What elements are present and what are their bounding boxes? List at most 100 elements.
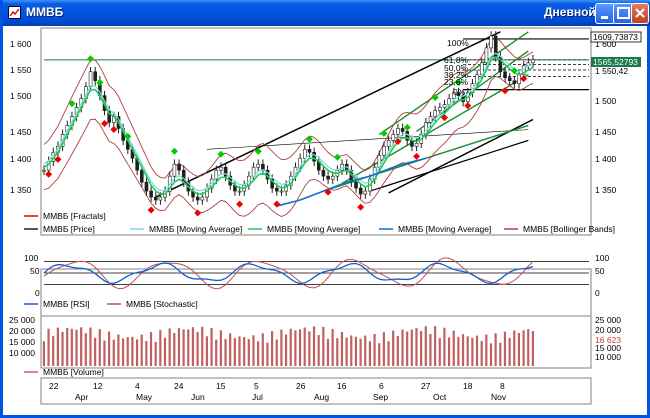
volume-bar	[173, 333, 176, 366]
fractal-marker	[54, 155, 62, 163]
volume-tick: 25 000	[9, 315, 35, 325]
volume-bar	[182, 329, 185, 366]
fractal-marker	[170, 147, 178, 155]
volume-bar	[84, 333, 87, 366]
price-candle	[219, 166, 223, 171]
osc-tick: 100	[24, 253, 38, 263]
month-tick: Aug	[314, 392, 329, 402]
fractal-marker	[403, 123, 411, 131]
volume-bar	[317, 334, 320, 366]
volume-bar	[177, 328, 181, 366]
fractal-marker	[413, 152, 421, 160]
volume-bar	[163, 337, 167, 366]
day-tick: 8	[500, 381, 505, 391]
day-tick: 12	[93, 381, 103, 391]
volume-bar	[108, 331, 111, 366]
price-legend: ММВБ [Fractals] ММВБ [Price] ММВБ [Movin…	[24, 211, 615, 234]
volume-bar	[145, 340, 148, 366]
fractal-marker	[431, 94, 439, 102]
volume-bar	[382, 332, 385, 366]
x-axis-months: Apr May Jun Jul Aug Sep Oct Nov	[75, 392, 507, 402]
osc-tick: 0	[35, 288, 40, 298]
osc-legend: ММВБ [RSI] ММВБ [Stochastic]	[24, 299, 198, 309]
fractal-marker	[273, 200, 281, 208]
price-candle	[386, 140, 391, 147]
volume-bar	[452, 330, 455, 366]
top-value-label: 1609,73873	[593, 32, 638, 42]
volume-bar	[499, 342, 502, 366]
price-candle	[275, 187, 279, 192]
volume-bar	[457, 336, 460, 366]
volume-bar	[387, 341, 390, 366]
fractal-marker	[254, 147, 262, 155]
osc-tick: 50	[30, 266, 40, 276]
legend-label: ММВБ [RSI]	[43, 299, 90, 309]
price-candle	[312, 152, 316, 162]
time-axis[interactable]	[40, 377, 592, 405]
volume-tick: 15 000	[9, 337, 35, 347]
price-candle	[177, 163, 181, 171]
fractal-marker	[217, 150, 225, 158]
price-candle	[531, 59, 535, 64]
volume-bar	[429, 333, 432, 366]
oscillator-panel[interactable]	[40, 268, 592, 321]
day-tick: 16	[337, 381, 347, 391]
volume-bar	[98, 329, 101, 366]
fractal-marker	[520, 75, 528, 83]
volume-bar	[443, 327, 446, 366]
volume-right-tick: 25 000	[595, 315, 621, 325]
price-candle	[442, 104, 447, 108]
trend-line	[341, 74, 529, 184]
volume-bar	[424, 326, 427, 366]
osc-right-tick: 0	[595, 288, 600, 298]
volume-current-value: 16 623	[595, 335, 621, 345]
price-candle	[330, 175, 335, 180]
top-value-flag	[590, 31, 642, 43]
price-candle	[456, 92, 461, 96]
volume-bar	[56, 327, 59, 366]
volume-bar	[210, 327, 213, 366]
chart-area[interactable]: 1 600 1 550 1 500 1 450 1 400 1 350 1 60…	[3, 26, 647, 418]
volume-bar	[275, 339, 278, 366]
price-candle	[358, 187, 363, 195]
title-bar[interactable]: ММВБ Дневной	[3, 0, 650, 26]
volume-bar	[280, 329, 283, 366]
close-button[interactable]	[631, 3, 649, 24]
volume-bar	[438, 338, 441, 366]
price-candle	[172, 163, 177, 177]
volume-bar	[308, 331, 311, 366]
price-candle	[484, 47, 489, 64]
price-candle	[321, 169, 326, 177]
price-candle	[279, 190, 284, 193]
price-candle	[382, 146, 386, 156]
view-mode-label[interactable]: Дневной	[544, 5, 596, 19]
month-tick: May	[136, 392, 153, 402]
osc-right-tick: 100	[595, 253, 609, 263]
price-candle	[144, 181, 149, 192]
price-right-tick: 1 600	[595, 39, 617, 49]
month-tick: Nov	[491, 392, 507, 402]
volume-bar	[284, 334, 288, 366]
price-candle	[363, 190, 368, 195]
day-tick: 15	[216, 381, 226, 391]
price-candle	[153, 196, 158, 201]
price-candle	[452, 92, 456, 99]
fractal-marker	[324, 188, 332, 196]
volume-bar	[494, 333, 497, 366]
price-candle	[391, 134, 396, 141]
price-candle	[489, 35, 493, 49]
volume-bar	[140, 334, 143, 366]
price-candle	[438, 107, 442, 111]
volume-bar	[117, 334, 120, 366]
volume-bar	[224, 338, 227, 366]
fib-label: 23,6%	[444, 77, 469, 87]
price-candle	[428, 116, 433, 123]
fractal-marker	[194, 209, 202, 217]
price-candle	[140, 169, 144, 183]
price-candle	[256, 163, 261, 168]
volume-right-tick: 15 000	[595, 343, 621, 353]
legend-label: ММВБ [Moving Average]	[149, 224, 242, 234]
price-candle	[433, 110, 438, 117]
fractal-marker	[110, 126, 118, 134]
day-tick: 27	[421, 381, 431, 391]
